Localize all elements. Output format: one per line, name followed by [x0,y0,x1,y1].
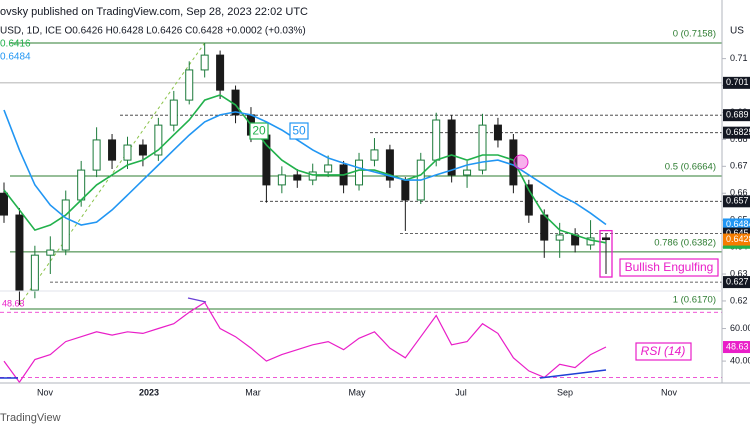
moving-average [3,94,607,244]
candle-body [602,237,610,241]
level-badge [723,109,750,122]
pattern-label: Bullish Engulfing [625,260,714,274]
level-badge-label: 0.657 [726,196,749,206]
pattern-box [619,258,719,277]
candle-body [293,174,302,181]
level-badge-label: 0.6825 [726,127,750,137]
legend-name: 20 [252,124,266,138]
candle-body [138,144,147,156]
candle-body [370,149,379,161]
level-badge-label: 0.689 [726,110,749,120]
fib-label: 1 (0.6170) [673,295,716,306]
price-badge-label: 0.6484 [726,219,750,229]
watermark: TradingView [0,412,61,424]
candle-body [30,254,39,291]
y-tick-label: 0.67 [730,161,748,171]
legend-box [289,122,309,140]
candle-body [77,169,86,201]
candle-body [385,149,394,181]
axis-layer: Nov2023MarMayJulSepNov0.620.630.640.650.… [0,29,750,397]
candle-body [308,171,317,181]
rsi-value: 48.63 [2,298,25,308]
level-badge-label: 0.701 [726,77,749,87]
y-tick-label: 0.66 [730,188,748,198]
rsi-tick-label: 60.00 [730,323,750,333]
candle-body [0,192,8,216]
rsi-tick-label: 40.00 [730,355,750,365]
rsi-name: RSI (14) [641,344,686,358]
candle-body [401,179,410,201]
candle-body [447,119,456,176]
price-badge [723,218,750,231]
candle-body [355,159,364,186]
header-symbol: USD, 1D, ICE O0.6426 H0.6428 L0.6426 C0.… [0,26,306,37]
level-badge [723,195,750,208]
candle-body [493,124,502,141]
legend-box [249,122,269,140]
fib-label: 0.5 (0.6664) [665,162,716,173]
candle-body [154,124,163,156]
fib-label: 0 (0.7158) [673,29,716,40]
rsi-badge-label: 48.63 [726,341,749,351]
candle-body [277,174,286,186]
plot-layer: 20 50 Bullish Engulfing RSI (14) [0,42,719,384]
level-badge [723,276,750,289]
candle-body [555,234,564,241]
legend-value: 0.6416 [0,39,31,50]
fib-label: 0.786 (0.6382) [654,237,716,248]
header-publisher: ovsky published on TradingView.com, Sep … [0,6,308,18]
legend-name: 50 [292,124,306,138]
symbol-corner: US [730,26,744,37]
candle-body [169,99,178,126]
x-tick-label: 2023 [139,387,159,397]
pattern-highlight [599,229,613,278]
candle-body [478,124,487,171]
level-badge [723,76,750,89]
candle-body [540,214,549,241]
level-badge-label: 0.627 [726,276,749,286]
x-tick-label: May [348,387,366,397]
candle-body [324,164,333,173]
rsi-name-box [635,342,692,361]
candle-body [46,249,55,256]
divergence-line [187,297,207,303]
level-badge-label: 0.645 [726,228,749,238]
rsi-line [3,301,607,384]
moving-average [3,109,607,226]
candle-body [123,144,132,161]
x-tick-label: Nov [661,387,678,397]
candle-body [61,199,70,251]
candle-body [216,54,225,91]
x-tick-label: Jul [455,387,467,397]
divergence-line [539,369,607,379]
candle-body [463,169,472,176]
candle-body [92,139,101,171]
rsi-badge [723,341,750,354]
candle-body [200,54,209,71]
marker-circle [513,154,529,170]
y-tick-label: 0.68 [730,134,748,144]
candle-body [509,139,518,186]
candle-body [15,214,24,291]
candle-body [524,184,533,216]
candle-body [432,119,441,161]
y-tick-label: 0.63 [730,268,748,278]
level-badge [723,126,750,139]
close-badge [723,233,750,246]
y-tick-label: 0.62 [730,295,748,305]
x-tick-label: Mar [245,387,261,397]
candle-body [185,69,194,101]
candle-body [108,139,117,161]
x-tick-label: Sep [557,387,573,397]
y-tick-label: 0.71 [730,53,748,63]
x-tick-label: Nov [37,387,54,397]
close-badge-label: 0.6428 [726,234,750,244]
legend-value: 0.6484 [0,52,31,63]
